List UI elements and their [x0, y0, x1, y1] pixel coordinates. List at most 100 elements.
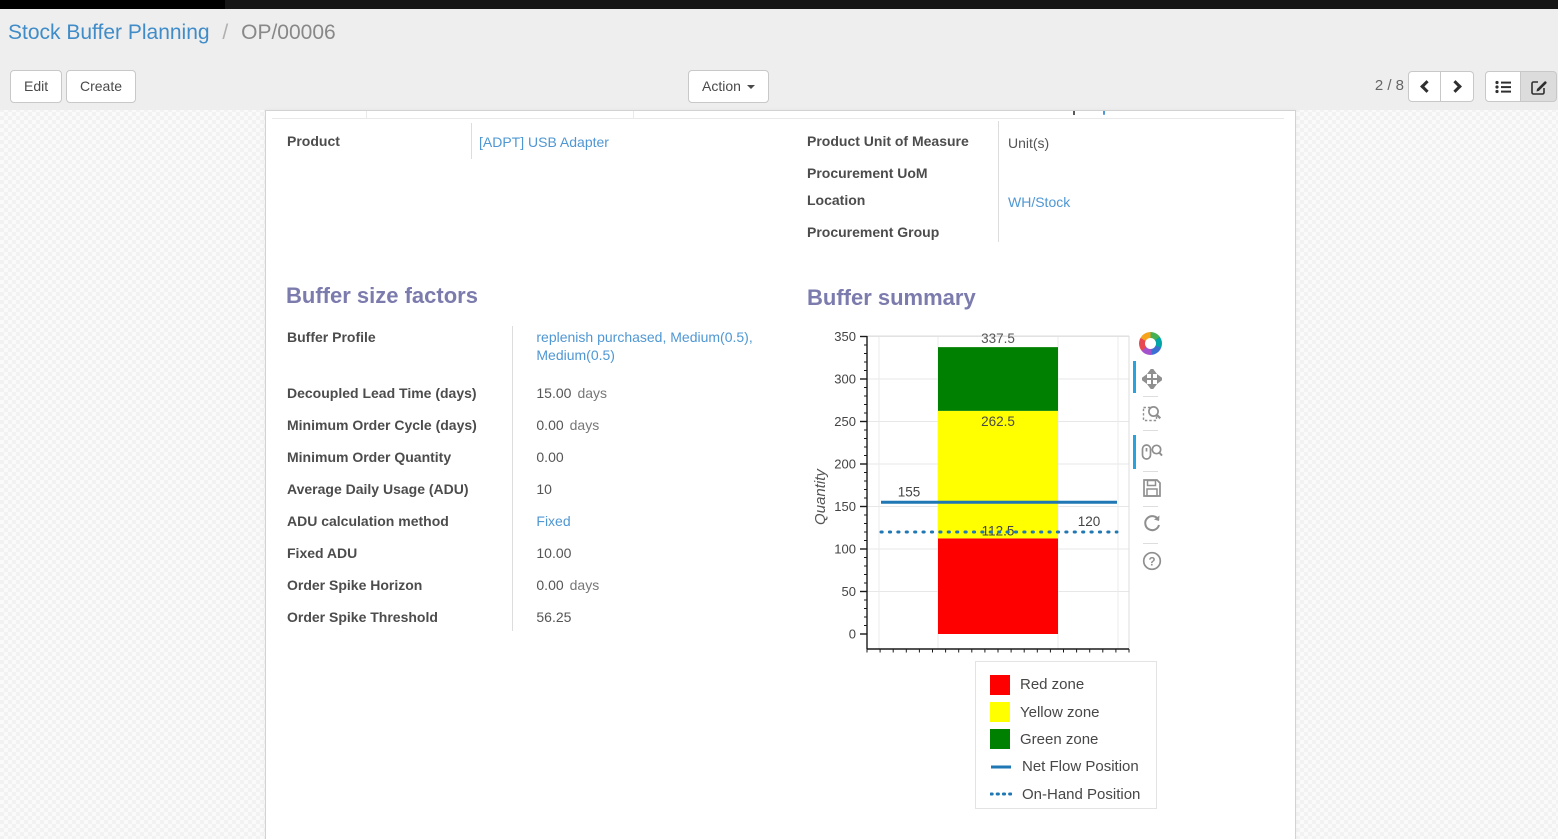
field-label-procurement-group: Procurement Group [807, 224, 940, 240]
field-label-product: Product [287, 133, 340, 149]
field-label: Minimum Order Cycle (days) [287, 417, 477, 433]
toolbar-separator [1143, 506, 1158, 507]
chart-canvas: 0 50 100 150 200 250 300 350 Quantity 337.5 262.5 1… [812, 329, 1130, 653]
legend-label: Red zone [1020, 676, 1085, 694]
field-suffix: days [569, 417, 600, 433]
svg-text:50: 50 [842, 584, 856, 599]
legend-item: Yellow zone [990, 698, 1156, 725]
field-label: Decoupled Lead Time (days) [287, 385, 477, 401]
breadcrumb-separator: / [222, 21, 229, 44]
pager-previous-button[interactable] [1408, 71, 1441, 102]
field-value: 0.00 [536, 417, 564, 433]
svg-text:100: 100 [834, 542, 856, 557]
legend-label: Net Flow Position [1022, 758, 1139, 776]
table-row: Buffer Profile replenish purchased, Medi… [287, 323, 787, 379]
control-panel: Stock Buffer Planning / OP/00006 Edit Cr… [0, 9, 1558, 110]
column-divider [471, 123, 472, 159]
table-row: Fixed ADU 10.00 [287, 539, 787, 571]
field-value-location-link[interactable]: WH/Stock [1008, 194, 1071, 210]
column-divider [998, 121, 999, 242]
top-menu-strip-segment [0, 0, 225, 9]
svg-text:150: 150 [834, 499, 856, 514]
legend-item: Net Flow Position [990, 753, 1156, 780]
section-title-buffer-summary: Buffer summary [807, 285, 976, 310]
breadcrumb-current: OP/00006 [241, 21, 336, 44]
table-row: Minimum Order Quantity 0.00 [287, 443, 787, 475]
clipped-row-border [633, 111, 634, 118]
column-divider [512, 326, 513, 631]
svg-text:262.5: 262.5 [981, 414, 1015, 429]
field-value: 56.25 [536, 609, 572, 625]
legend-swatch-yellow-zone [990, 702, 1010, 723]
action-dropdown-button[interactable]: Action [688, 70, 769, 103]
svg-text:200: 200 [834, 457, 856, 472]
clipped-row-border [366, 111, 367, 118]
form-sheet: Product [ADPT] USB Adapter Product Unit … [265, 110, 1296, 839]
top-menu-strip [0, 0, 1558, 9]
field-value-adu-method-link[interactable]: Fixed [536, 513, 571, 529]
pager-next-button[interactable] [1441, 71, 1474, 102]
bokeh-logo-icon[interactable] [1139, 332, 1162, 355]
field-value: 0.00 [536, 577, 564, 593]
legend-item: On-Hand Position [990, 781, 1156, 808]
chevron-down-icon [746, 85, 755, 90]
buffer-size-factors-table: Buffer Profile replenish purchased, Medi… [287, 323, 787, 635]
svg-text:155: 155 [898, 484, 921, 499]
legend-item: Red zone [990, 671, 1156, 698]
field-label: Buffer Profile [287, 329, 376, 345]
field-label: Fixed ADU [287, 545, 358, 561]
reset-tool-icon[interactable] [1140, 511, 1164, 535]
table-row: Average Daily Usage (ADU) 10 [287, 475, 787, 507]
field-label: Minimum Order Quantity [287, 449, 452, 465]
clipped-row-divider [272, 118, 1284, 119]
field-value: 15.00 [536, 385, 572, 401]
save-tool-icon[interactable] [1140, 476, 1164, 500]
list-view-button[interactable] [1485, 71, 1521, 102]
svg-text:250: 250 [834, 414, 856, 429]
active-tool-indicator [1133, 361, 1136, 393]
field-value: 10.00 [536, 545, 572, 561]
field-label-product-uom: Product Unit of Measure [807, 133, 969, 149]
svg-text:?: ? [1148, 556, 1155, 568]
toolbar-separator [1143, 396, 1158, 397]
svg-text:337.5: 337.5 [981, 331, 1015, 346]
section-title-buffer-size-factors: Buffer size factors [286, 283, 478, 308]
table-row: ADU calculation method Fixed [287, 507, 787, 539]
table-row: Minimum Order Cycle (days) 0.00 days [287, 411, 787, 443]
chevron-right-icon [1449, 80, 1462, 93]
form-view-button[interactable] [1521, 71, 1557, 102]
box-zoom-tool-icon[interactable] [1140, 401, 1164, 425]
buffer-summary-chart: 0 50 100 150 200 250 300 350 Quantity 337.5 262.5 1… [811, 329, 1146, 664]
legend-label: On-Hand Position [1022, 785, 1141, 803]
svg-text:350: 350 [834, 329, 856, 344]
pan-tool-icon[interactable] [1140, 367, 1164, 391]
breadcrumb: Stock Buffer Planning / OP/00006 [8, 21, 336, 45]
field-value-buffer-profile-link[interactable]: replenish purchased, Medium(0.5), Medium… [536, 329, 753, 363]
toolbar-separator [1143, 543, 1158, 544]
field-suffix: days [569, 577, 600, 593]
svg-text:120: 120 [1078, 514, 1101, 529]
field-label: Order Spike Threshold [287, 609, 438, 625]
legend-swatch-net-flow-position [991, 765, 1011, 769]
legend-swatch-on-hand-position [990, 792, 1012, 796]
table-row: Order Spike Threshold 56.25 [287, 603, 787, 635]
field-value: 10 [536, 481, 552, 497]
field-label: ADU calculation method [287, 513, 449, 529]
clipped-text-artifact [1103, 111, 1105, 115]
wheel-zoom-tool-icon[interactable] [1140, 440, 1164, 464]
field-value-product-link[interactable]: [ADPT] USB Adapter [479, 134, 609, 150]
field-value: 0.00 [536, 449, 564, 465]
active-tool-indicator [1133, 435, 1136, 469]
help-tool-icon[interactable]: ? [1140, 549, 1164, 573]
field-value-product-uom: Unit(s) [1008, 135, 1050, 151]
svg-text:Quantity: Quantity [812, 468, 829, 525]
edit-button[interactable]: Edit [10, 70, 63, 103]
create-button[interactable]: Create [66, 70, 137, 103]
legend-swatch-red-zone [990, 674, 1010, 695]
breadcrumb-parent-link[interactable]: Stock Buffer Planning [8, 21, 210, 44]
svg-text:300: 300 [834, 372, 856, 387]
toolbar-separator [1143, 430, 1158, 431]
legend-label: Yellow zone [1020, 703, 1100, 721]
clipped-text-artifact [1073, 111, 1075, 115]
view-switcher [1485, 71, 1557, 102]
